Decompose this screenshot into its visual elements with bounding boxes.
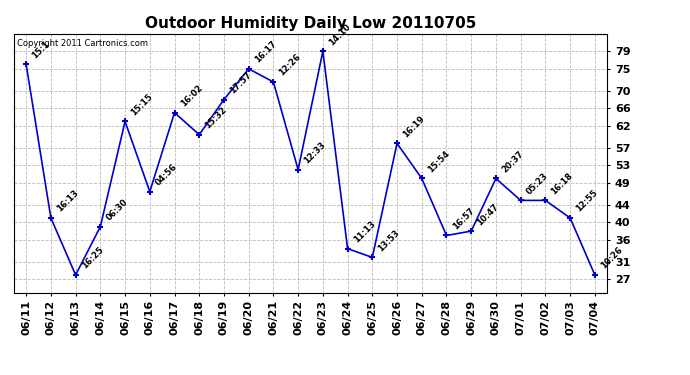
Text: 20:37: 20:37 <box>500 149 525 174</box>
Text: 14:10: 14:10 <box>327 22 353 47</box>
Text: 04:56: 04:56 <box>154 162 179 188</box>
Text: 15:54: 15:54 <box>426 149 451 174</box>
Text: 16:57: 16:57 <box>451 206 476 231</box>
Text: 15:15: 15:15 <box>129 92 155 117</box>
Text: 10:47: 10:47 <box>475 202 500 227</box>
Text: 15:32: 15:32 <box>204 105 228 130</box>
Text: 10:26: 10:26 <box>599 246 624 271</box>
Text: 17:57: 17:57 <box>228 70 253 95</box>
Text: 13:53: 13:53 <box>377 228 402 253</box>
Text: 06:30: 06:30 <box>104 198 130 222</box>
Text: 12:55: 12:55 <box>574 188 600 214</box>
Text: 12:26: 12:26 <box>277 53 303 78</box>
Text: 12:33: 12:33 <box>302 140 328 165</box>
Text: 16:02: 16:02 <box>179 83 204 108</box>
Text: Copyright 2011 Cartronics.com: Copyright 2011 Cartronics.com <box>17 39 148 48</box>
Text: 16:18: 16:18 <box>549 171 575 196</box>
Title: Outdoor Humidity Daily Low 20110705: Outdoor Humidity Daily Low 20110705 <box>145 16 476 31</box>
Text: 11:13: 11:13 <box>352 219 377 245</box>
Text: 16:17: 16:17 <box>253 39 278 64</box>
Text: 16:19: 16:19 <box>401 114 426 139</box>
Text: 16:25: 16:25 <box>80 245 105 271</box>
Text: 15:1: 15:1 <box>30 39 52 60</box>
Text: 05:23: 05:23 <box>525 171 550 196</box>
Text: 16:13: 16:13 <box>55 189 80 214</box>
